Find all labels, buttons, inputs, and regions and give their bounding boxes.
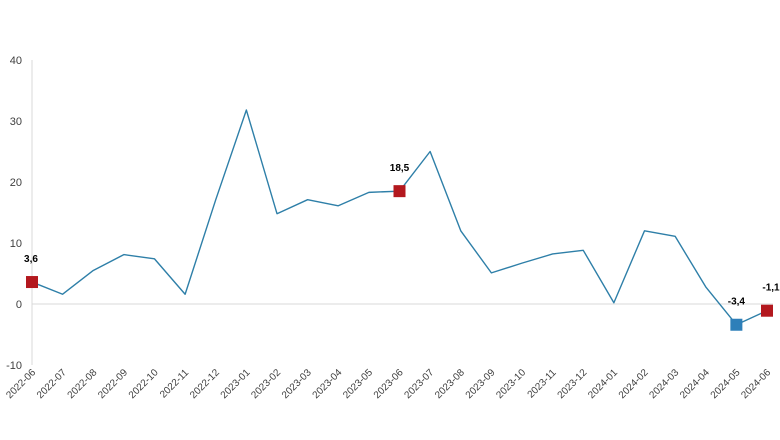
y-tick-label: 40 — [10, 55, 22, 67]
x-tick-label: 2023-02 — [249, 367, 283, 401]
x-tick-label: 2024-04 — [678, 367, 712, 401]
x-tick-label: 2023-01 — [219, 367, 253, 401]
x-tick-label: 2024-01 — [586, 367, 620, 401]
y-tick-label: 0 — [16, 299, 22, 311]
x-tick-label: 2022-08 — [66, 367, 100, 401]
data-label: 3,6 — [24, 254, 38, 265]
x-axis: 2022-062022-072022-082022-092022-102022-… — [4, 303, 773, 401]
highlight-marker — [26, 276, 38, 289]
highlight-marker — [761, 304, 773, 317]
y-tick-label: -10 — [6, 360, 22, 372]
x-tick-label: 2023-04 — [311, 367, 345, 401]
data-label: -3,4 — [728, 297, 746, 308]
x-tick-label: 2022-07 — [35, 367, 69, 401]
x-tick-label: 2022-12 — [188, 367, 222, 401]
x-tick-label: 2023-10 — [494, 367, 528, 401]
y-tick-label: 30 — [10, 116, 22, 128]
x-tick-label: 2024-03 — [648, 367, 682, 401]
x-tick-label: 2022-06 — [4, 367, 38, 401]
highlight-markers: 3,6 18,5 -3,4 -1,1 — [24, 163, 780, 331]
x-tick-label: 2023-11 — [526, 367, 560, 401]
x-tick-label: 2023-08 — [433, 367, 467, 401]
y-tick-label: 20 — [10, 177, 22, 189]
series-line-group — [31, 109, 768, 326]
x-tick-label: 2023-07 — [403, 367, 437, 401]
x-tick-label: 2023-03 — [280, 367, 314, 401]
x-tick-label: 2023-09 — [464, 367, 498, 401]
x-tick-label: 2023-12 — [556, 367, 590, 401]
data-label: -1,1 — [762, 283, 780, 294]
x-tick-label: 2023-05 — [341, 367, 375, 401]
x-tick-label: 2022-11 — [158, 367, 192, 401]
y-tick-label: 10 — [10, 238, 22, 250]
x-tick-label: 2024-05 — [709, 367, 743, 401]
x-tick-label: 2024-06 — [739, 367, 773, 401]
data-label: 18,5 — [390, 163, 410, 174]
x-tick-label: 2024-02 — [617, 367, 651, 401]
highlight-marker — [393, 185, 406, 198]
x-tick-label: 2023-06 — [372, 367, 406, 401]
y-axis: -10 0 10 20 30 40 — [6, 55, 33, 372]
series-line — [31, 109, 768, 326]
x-tick-label: 2022-10 — [127, 367, 161, 401]
x-tick-label: 2022-09 — [96, 367, 130, 401]
highlight-marker — [730, 318, 743, 331]
